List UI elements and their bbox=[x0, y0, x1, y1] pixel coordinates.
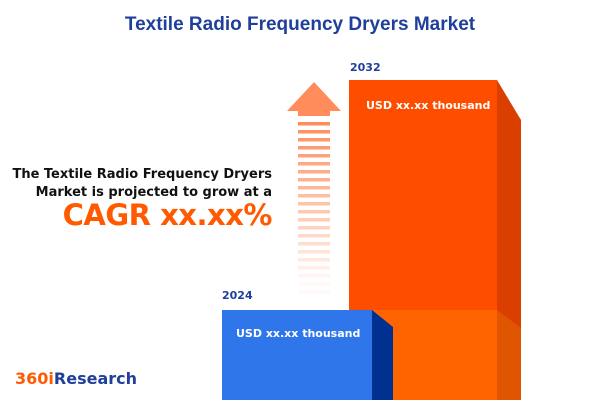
bar-2024-side bbox=[372, 310, 393, 400]
arrow-stripe bbox=[298, 122, 330, 126]
bar-2032-lower-side bbox=[497, 310, 521, 400]
description-line-2: Market is projected to grow at a bbox=[35, 185, 272, 200]
chart-title: Textile Radio Frequency Dryers Market bbox=[124, 14, 476, 35]
arrow-stripe bbox=[298, 194, 330, 198]
arrow-stripe bbox=[298, 130, 330, 134]
arrow-stripe bbox=[298, 186, 330, 190]
arrow-stripe bbox=[298, 226, 330, 230]
arrow-head bbox=[287, 82, 341, 116]
arrow-stripe bbox=[298, 170, 330, 174]
description: The Textile Radio Frequency Dryers Marke… bbox=[12, 166, 272, 202]
arrow-stripe bbox=[298, 258, 330, 262]
cagr-value: CAGR xx.xx% bbox=[62, 198, 273, 232]
arrow-stripe bbox=[298, 202, 330, 206]
arrow-stripe bbox=[298, 146, 330, 150]
data-label-2024: USD xx.xx thousand bbox=[236, 327, 361, 340]
bar-2024 bbox=[222, 310, 393, 400]
growth-arrow-icon bbox=[287, 82, 341, 294]
year-label-2024: 2024 bbox=[222, 289, 253, 302]
logo-part-1: 360i bbox=[15, 369, 54, 388]
logo: 360iResearch bbox=[15, 369, 137, 388]
bar-2032 bbox=[349, 80, 521, 400]
year-label-2032: 2032 bbox=[350, 61, 381, 74]
arrow-stripe bbox=[298, 218, 330, 222]
arrow-stripe bbox=[298, 242, 330, 246]
logo-part-2: Research bbox=[53, 369, 137, 388]
arrow-stripe bbox=[298, 154, 330, 158]
description-line-1: The Textile Radio Frequency Dryers bbox=[12, 167, 272, 182]
arrow-stripe bbox=[298, 210, 330, 214]
bar-2024-front bbox=[222, 310, 372, 400]
arrow-stripe bbox=[298, 178, 330, 182]
data-label-2032: USD xx.xx thousand bbox=[366, 99, 491, 112]
arrow-stripe bbox=[298, 274, 330, 278]
arrow-stripe bbox=[298, 138, 330, 142]
arrow-stripe bbox=[298, 250, 330, 254]
arrow-stripe bbox=[298, 290, 330, 294]
arrow-stripe bbox=[298, 266, 330, 270]
arrow-stripe bbox=[298, 234, 330, 238]
arrow-stripe bbox=[298, 282, 330, 286]
arrow-stripe bbox=[298, 162, 330, 166]
